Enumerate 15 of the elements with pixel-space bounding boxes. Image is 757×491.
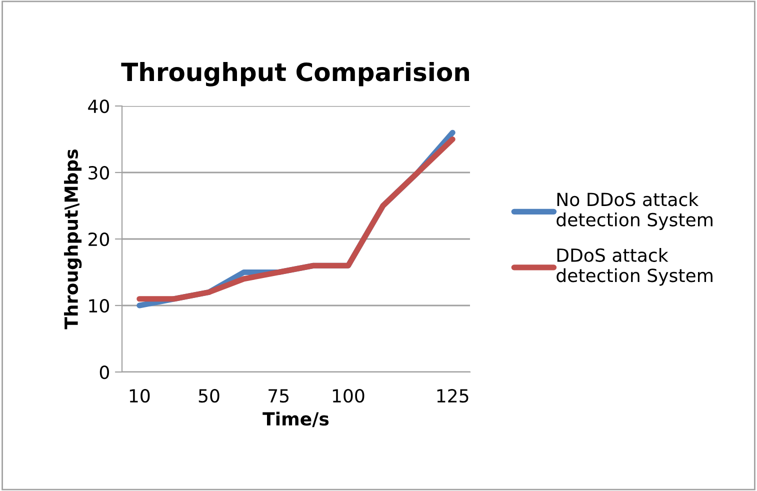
legend-label: DDoS attack detection System	[556, 248, 712, 286]
x-tick-label: 75	[268, 389, 289, 403]
y-axis-title: Throughput\Mbps	[64, 150, 82, 330]
x-tick-label: 100	[332, 388, 364, 403]
y-tick-label: 40	[88, 99, 109, 114]
x-tick-label: 125	[437, 388, 468, 403]
x-tick-label: 10	[130, 388, 150, 403]
y-tick-label: 30	[88, 166, 109, 180]
legend-label: No DDoS attack detection System	[556, 192, 712, 230]
y-tick-label: 10	[89, 298, 109, 313]
y-tick-label: 20	[88, 232, 109, 246]
chart-title: Throughput Comparision	[121, 62, 469, 86]
y-tick-label: 0	[100, 365, 109, 380]
x-tick-label: 50	[198, 388, 220, 403]
x-axis-title: Time/s	[262, 412, 329, 428]
